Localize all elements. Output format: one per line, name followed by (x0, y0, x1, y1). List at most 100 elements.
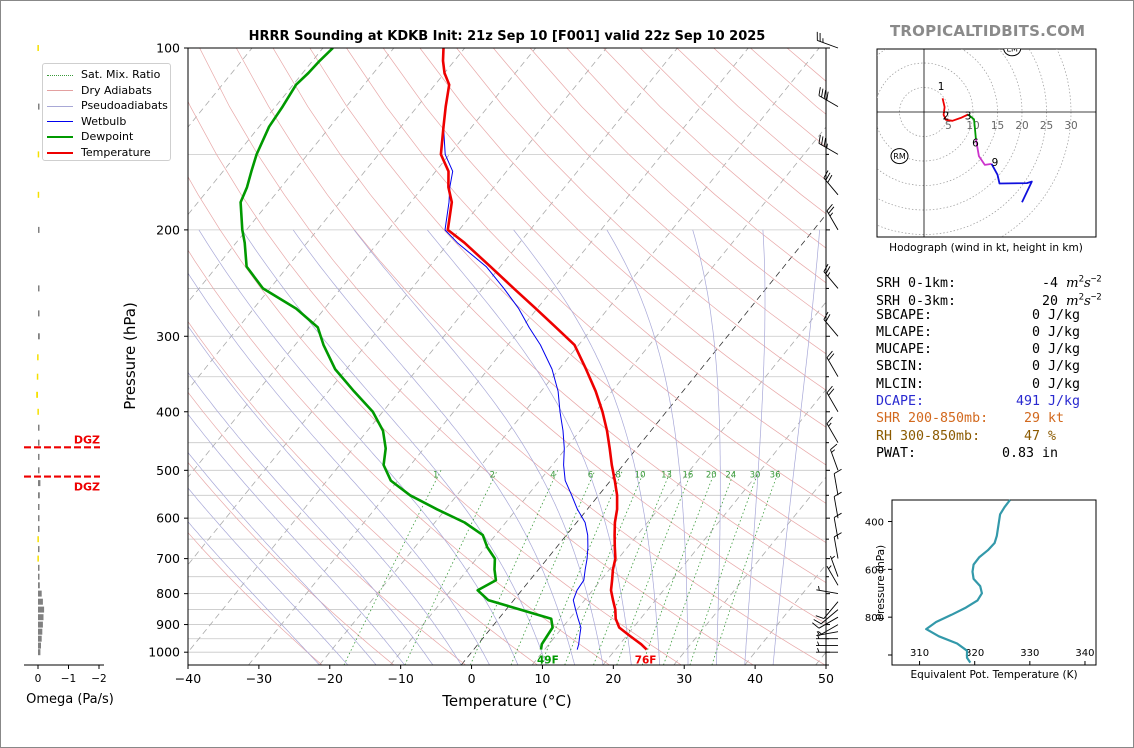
omega-bar (38, 525, 40, 532)
omega-x-tick-label: 0 (35, 673, 42, 685)
dry-adiabat-line (272, 48, 826, 584)
wind-barb-flag (823, 170, 829, 179)
stat-unit: J/kg (1048, 342, 1081, 358)
surface-dewpoint-label: 49F (537, 655, 559, 667)
mixing-ratio-label: 24 (725, 471, 736, 481)
wind-barb (816, 641, 838, 647)
stat-row: SBCIN: 0 J/kg (876, 358, 1102, 375)
isotherm-line (188, 48, 466, 391)
moist-adiabat-line (188, 371, 434, 665)
dry-adiabat-line (199, 48, 826, 665)
wind-barb (833, 512, 842, 540)
isotherm-line (0, 48, 39, 665)
y-tick-label: 100 (156, 41, 180, 56)
stat-row: SBCAPE: 0 J/kg (876, 307, 1102, 324)
omega-bar (38, 424, 40, 431)
omega-bar (37, 45, 39, 51)
wind-barb (816, 586, 839, 595)
x-tick-label: 30 (676, 671, 692, 686)
legend-swatch (47, 74, 73, 76)
wind-barb-flag (828, 388, 835, 396)
moist-adiabat-line (188, 325, 462, 665)
wind-barb-flag (816, 31, 818, 41)
wind-barb-flag (819, 32, 821, 42)
legend-label: Sat. Mix. Ratio (81, 68, 161, 81)
stat-label: MLCAPE: (876, 324, 933, 340)
hodograph-ring-label: 15 (991, 120, 1004, 132)
wind-barb-half (828, 565, 832, 570)
wind-barb (823, 170, 839, 196)
y-tick-label: 900 (156, 617, 180, 632)
legend-entry: Wetbulb (47, 115, 126, 129)
zero-isotherm-line (460, 213, 826, 665)
dry-adiabat-line (419, 48, 826, 428)
y-tick-label: 600 (156, 511, 180, 526)
omega-x-tick-label: −1 (61, 673, 76, 685)
wind-barb-flag (826, 91, 829, 101)
legend-entry: Dewpoint (47, 130, 133, 144)
moist-adiabat-line (241, 229, 547, 665)
omega-xlabel: Omega (Pa/s) (26, 692, 114, 707)
dry-adiabat-line (188, 100, 754, 665)
omega-x-tick-label: −2 (91, 673, 106, 685)
omega-bar (38, 546, 40, 553)
stat-unit: m2s−2 (1066, 292, 1102, 309)
omega-bar (38, 573, 40, 580)
y-tick-label: 400 (156, 404, 180, 419)
x-tick-label: −30 (246, 671, 272, 686)
stat-row: MLCIN: 0 J/kg (876, 376, 1102, 393)
dry-adiabat-line (188, 249, 610, 665)
dry-adiabat-line (346, 48, 826, 504)
omega-bar (38, 621, 43, 628)
wind-barb-flag (812, 622, 820, 629)
x-tick-label: −10 (387, 671, 413, 686)
wind-barb-flag (828, 353, 835, 361)
mixing-ratio-line (689, 470, 760, 665)
wind-barb-staff (826, 423, 839, 443)
stat-label: DCAPE: (876, 394, 925, 410)
legend-label: Dry Adiabats (81, 83, 152, 97)
stat-label: MUCAPE: (876, 342, 933, 358)
wind-barb (833, 468, 842, 496)
mixing-ratio-label: 36 (770, 471, 781, 481)
legend-swatch (47, 136, 73, 139)
omega-bar (38, 598, 43, 605)
wind-barb-staff (823, 177, 839, 196)
wind-barb (815, 601, 839, 619)
dry-adiabat-line (456, 48, 826, 391)
legend-swatch (47, 105, 73, 107)
omega-bar (38, 582, 40, 589)
isotherm-line (188, 48, 395, 303)
isotherm-line (602, 389, 826, 665)
mixing-ratio-label: 16 (682, 471, 693, 481)
y-tick-label: 700 (156, 551, 180, 566)
wind-barb-half (816, 631, 820, 636)
omega-bar (38, 310, 40, 317)
omega-bar (38, 606, 45, 613)
mixing-ratio-line (641, 470, 716, 665)
wind-barb-half (831, 449, 836, 453)
wind-barb-staff (818, 616, 839, 629)
wind-barb-staff (830, 449, 839, 471)
legend-entry: Pseudoadiabats (47, 99, 168, 113)
mixing-ratio-label: 10 (635, 471, 646, 481)
wind-barb-half (828, 422, 832, 427)
wind-barb-half (827, 272, 831, 277)
wind-barb-flag (826, 203, 833, 212)
omega-bar (38, 226, 40, 233)
y-tick-label: 1000 (148, 645, 180, 660)
dry-adiabat-line (493, 48, 826, 355)
stat-row: SRH 0-1km: -4 m2s−2 (876, 272, 1102, 291)
y-tick-label: 500 (156, 463, 180, 478)
stat-row: RH 300-850mb: 47% (876, 428, 1102, 445)
skewt-title: HRRR Sounding at KDKB Init: 21z Sep 10 [… (249, 29, 766, 44)
hodograph-height-label: 9 (992, 157, 999, 169)
thetae-y-tick-label: 400 (865, 518, 884, 529)
omega-bar (37, 536, 39, 543)
legend-swatch (47, 121, 73, 123)
omega-bar (38, 635, 42, 642)
legend-swatch (47, 152, 73, 154)
wind-barb-half (831, 555, 836, 560)
wind-barb-staff (817, 40, 839, 49)
x-tick-label: 20 (605, 671, 621, 686)
